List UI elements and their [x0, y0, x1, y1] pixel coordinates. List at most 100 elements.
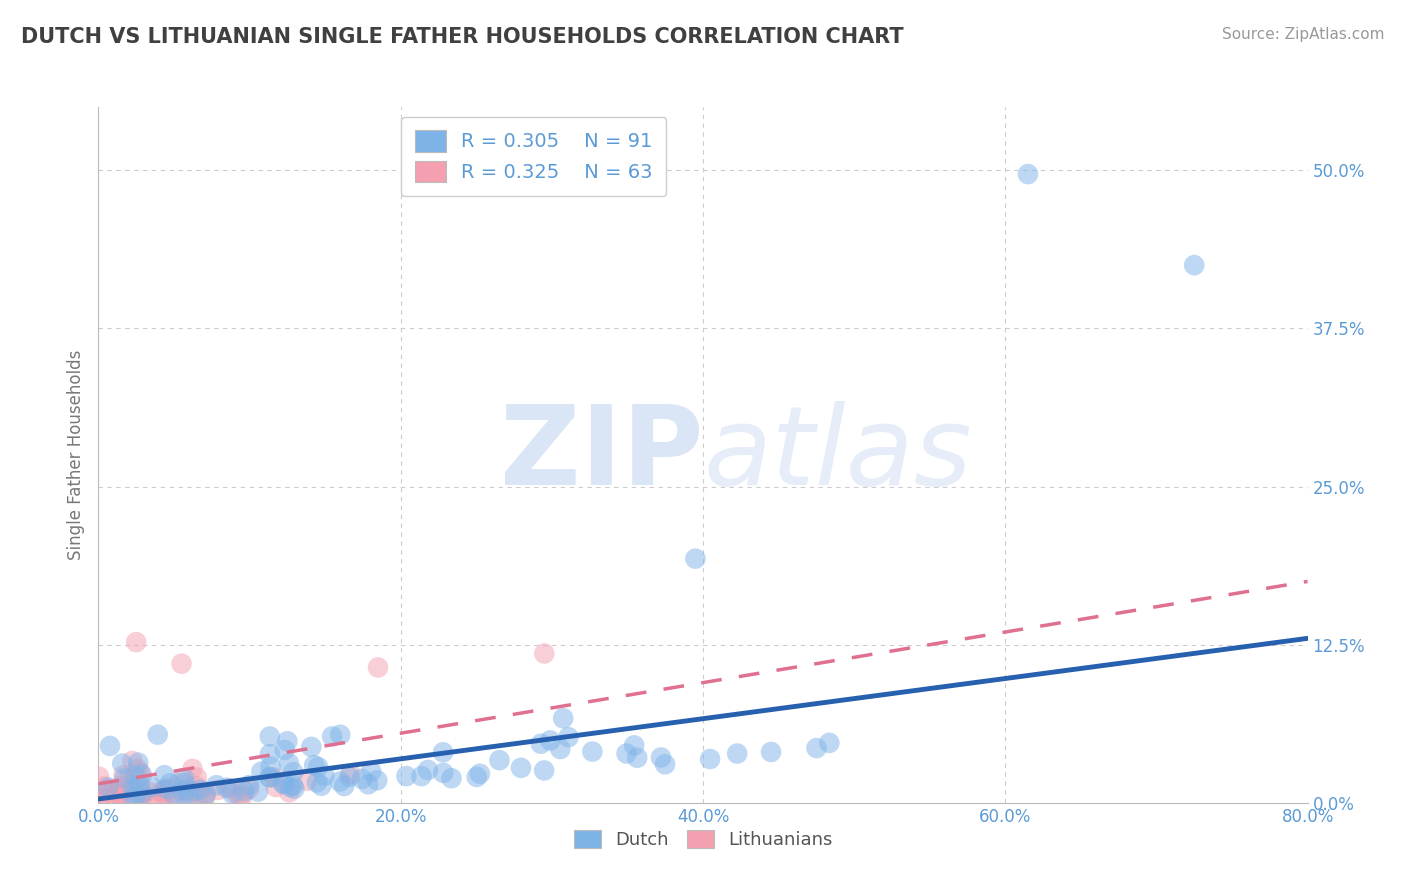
Point: [557, 730, 579, 744]
Point: [215, 780, 238, 795]
Point: [259, 747, 281, 761]
Point: [259, 730, 281, 744]
Point: [416, 763, 439, 777]
Point: [107, 784, 129, 798]
Point: [232, 789, 254, 803]
Point: [125, 635, 148, 649]
Text: atlas: atlas: [703, 401, 972, 508]
Point: [124, 769, 146, 783]
Point: [759, 745, 782, 759]
Point: [174, 784, 197, 798]
Point: [131, 787, 153, 801]
Point: [131, 768, 153, 782]
Point: [108, 780, 131, 794]
Point: [432, 745, 454, 759]
Point: [186, 771, 208, 785]
Point: [153, 783, 176, 797]
Point: [395, 769, 418, 783]
Point: [186, 779, 208, 793]
Point: [530, 737, 553, 751]
Point: [194, 790, 217, 805]
Point: [163, 790, 186, 805]
Point: [465, 770, 488, 784]
Point: [329, 774, 352, 789]
Point: [129, 789, 152, 803]
Point: [207, 783, 229, 797]
Point: [654, 757, 676, 772]
Point: [153, 786, 176, 800]
Point: [218, 781, 240, 796]
Point: [221, 787, 243, 801]
Point: [181, 762, 204, 776]
Point: [329, 728, 352, 742]
Point: [101, 783, 124, 797]
Point: [163, 787, 186, 801]
Point: [153, 768, 176, 782]
Point: [1182, 258, 1205, 272]
Point: [432, 765, 454, 780]
Point: [366, 773, 388, 788]
Text: ZIP: ZIP: [499, 401, 703, 508]
Point: [112, 768, 135, 782]
Point: [132, 788, 155, 802]
Point: [112, 771, 135, 785]
Text: DUTCH VS LITHUANIAN SINGLE FATHER HOUSEHOLDS CORRELATION CHART: DUTCH VS LITHUANIAN SINGLE FATHER HOUSEH…: [21, 27, 904, 46]
Point: [141, 780, 163, 795]
Point: [146, 728, 169, 742]
Point: [188, 782, 211, 797]
Point: [626, 750, 648, 764]
Point: [818, 736, 841, 750]
Point: [179, 791, 201, 805]
Point: [173, 789, 195, 803]
Point: [271, 777, 294, 791]
Point: [468, 766, 491, 780]
Point: [650, 750, 672, 764]
Point: [176, 782, 198, 797]
Point: [179, 787, 201, 801]
Point: [128, 781, 150, 796]
Point: [173, 771, 195, 785]
Point: [136, 784, 159, 798]
Point: [276, 734, 298, 748]
Point: [333, 779, 356, 793]
Point: [278, 756, 301, 771]
Point: [105, 791, 128, 805]
Point: [533, 647, 555, 661]
Point: [238, 782, 260, 797]
Point: [110, 789, 132, 803]
Point: [307, 760, 329, 774]
Point: [339, 767, 361, 781]
Point: [87, 770, 110, 784]
Point: [152, 789, 174, 804]
Point: [548, 742, 571, 756]
Point: [125, 789, 148, 804]
Point: [229, 789, 252, 804]
Point: [97, 784, 120, 798]
Point: [259, 770, 281, 784]
Point: [725, 747, 748, 761]
Point: [321, 730, 343, 744]
Point: [125, 788, 148, 802]
Point: [440, 771, 463, 785]
Point: [225, 787, 247, 801]
Point: [89, 793, 111, 807]
Point: [117, 772, 139, 786]
Point: [299, 739, 322, 754]
Point: [155, 792, 177, 806]
Point: [623, 739, 645, 753]
Y-axis label: Single Father Households: Single Father Households: [66, 350, 84, 560]
Point: [305, 775, 328, 789]
Point: [98, 739, 121, 753]
Point: [357, 777, 380, 791]
Point: [1017, 167, 1039, 181]
Point: [128, 780, 150, 795]
Point: [149, 785, 172, 799]
Point: [205, 778, 228, 792]
Point: [314, 769, 336, 783]
Point: [127, 756, 149, 770]
Point: [135, 789, 157, 804]
Point: [246, 785, 269, 799]
Point: [278, 785, 301, 799]
Point: [685, 551, 707, 566]
Point: [120, 791, 142, 805]
